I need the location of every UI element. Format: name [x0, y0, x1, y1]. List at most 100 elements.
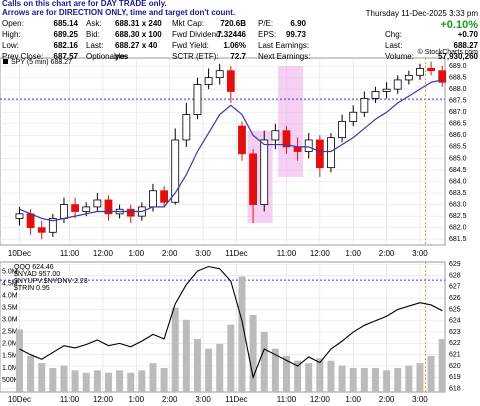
moving-average	[19, 79, 443, 222]
watermark: © StockCharts.com	[418, 48, 479, 56]
volume-bar	[249, 314, 257, 392]
candle-body	[160, 190, 168, 203]
quote-label: Last:	[86, 41, 103, 50]
volume-bar	[383, 370, 391, 392]
candle-body	[171, 139, 180, 203]
volume-bar	[205, 348, 213, 392]
price-panel	[0, 57, 446, 246]
candle-body	[126, 208, 135, 217]
legend-title: SPY (5 min) 688.27	[11, 59, 72, 66]
candle-body	[93, 199, 102, 208]
x-tick-label: 3:00	[412, 249, 428, 258]
y-tick-label: 681.5	[449, 236, 467, 243]
candle-body	[60, 204, 68, 219]
candle-body	[182, 114, 191, 141]
quote-value: 688.30 x 100	[115, 30, 162, 39]
x-tick-label: 3:00	[412, 395, 428, 404]
x-tick-label: 1:00	[128, 395, 144, 404]
candle-body	[327, 137, 335, 169]
volume-bar	[138, 370, 146, 392]
y-tick-label: 625	[449, 306, 461, 313]
candle-body	[371, 91, 380, 99]
legend-entry: $TRIN 0.95	[14, 285, 50, 292]
x-tick-label: 12:00	[310, 395, 331, 404]
quote-value: 682.16	[54, 41, 79, 50]
volume-bar	[416, 363, 424, 392]
legend-entry: $NYUPV:$NYDNV 2.23	[14, 278, 88, 285]
stat-label: Last:	[385, 41, 402, 50]
candle-body	[382, 88, 391, 92]
quote-label: SCTR (ETF):	[172, 52, 219, 61]
x-tick-label: 12:00	[93, 395, 114, 404]
y-tick-label: 618	[449, 385, 461, 392]
quote-label: Next Earnings:	[258, 52, 310, 61]
candle-body	[349, 111, 358, 122]
quote-label: Ask:	[86, 19, 102, 28]
candle-body	[360, 98, 369, 113]
volume-bar	[160, 367, 168, 392]
volume-bar	[149, 363, 157, 392]
stat-value: +0.70	[458, 30, 479, 39]
volume-bar	[338, 365, 346, 392]
quote-value: 688.27 x 40	[115, 41, 158, 50]
y-tick-label: 683.0	[449, 201, 467, 208]
volume-bar	[360, 367, 368, 392]
x-tick-label: 11Dec	[225, 395, 248, 404]
x-tick-label: 11:00	[277, 249, 297, 258]
candle-body	[71, 204, 79, 212]
x-tick-label: 12:00	[310, 249, 331, 258]
y-tick-label: 685.0	[449, 155, 467, 162]
series-line	[19, 265, 443, 380]
candle-body	[204, 77, 213, 85]
note: Arrows are for DIRECTION ONLY, time and …	[2, 8, 235, 17]
volume-bar	[15, 329, 23, 392]
quote-value: yes	[115, 52, 129, 61]
y-tick-label: 685.5	[449, 144, 467, 151]
volume-bar	[49, 367, 57, 392]
y-tick-label: 686.0	[449, 132, 467, 139]
quote-label: Low:	[2, 41, 19, 50]
candle-body	[293, 146, 302, 152]
note-box	[0, 0, 178, 19]
y2-tick-label: 2.5M	[2, 329, 18, 336]
quote-value: 72.7	[230, 52, 246, 61]
candle-body	[438, 70, 447, 83]
legend-swatch	[3, 59, 8, 64]
quote-value: 99.73	[286, 30, 307, 39]
y2-tick-label: 1.5M	[2, 353, 18, 360]
stat-value: 688.27	[454, 41, 479, 50]
quote-value: 7.32446	[217, 30, 246, 39]
y2-tick-label: 5.0M	[2, 268, 18, 275]
candle-body	[427, 67, 435, 72]
candle-body	[338, 121, 346, 139]
candle-body	[238, 125, 246, 155]
quote-value: 1.06%	[223, 41, 246, 50]
quote-value: 685.14	[54, 19, 79, 28]
quote-label: Bid:	[86, 30, 100, 39]
y-tick-label: 682.0	[449, 225, 467, 232]
volume-bar	[238, 276, 246, 392]
y-tick-label: 688.5	[449, 74, 467, 81]
quote-value: 689.25	[54, 30, 79, 39]
volume-bar	[371, 367, 379, 392]
candle-body	[226, 70, 235, 92]
volume-bar	[116, 370, 124, 392]
y-tick-label: 688.0	[449, 86, 467, 93]
candle-body	[304, 139, 313, 152]
quote-label: Fwd Yield:	[172, 41, 209, 50]
candle-body	[282, 130, 291, 148]
x-tick-label: 10Dec	[8, 395, 31, 404]
volume-bar	[305, 363, 313, 392]
volume-bar	[27, 355, 35, 392]
y-tick-label: 686.5	[449, 121, 467, 128]
volume-bar	[427, 355, 435, 392]
x-tick-label: 1:00	[128, 249, 144, 258]
y2-tick-label: 2.0M	[2, 341, 18, 348]
volume-bar	[93, 370, 101, 392]
candle-body	[416, 67, 424, 76]
y-tick-label: 627	[449, 284, 461, 291]
volume-bar	[171, 307, 179, 392]
candle-body	[82, 206, 91, 212]
y2-tick-label: 4.0M	[2, 293, 18, 300]
